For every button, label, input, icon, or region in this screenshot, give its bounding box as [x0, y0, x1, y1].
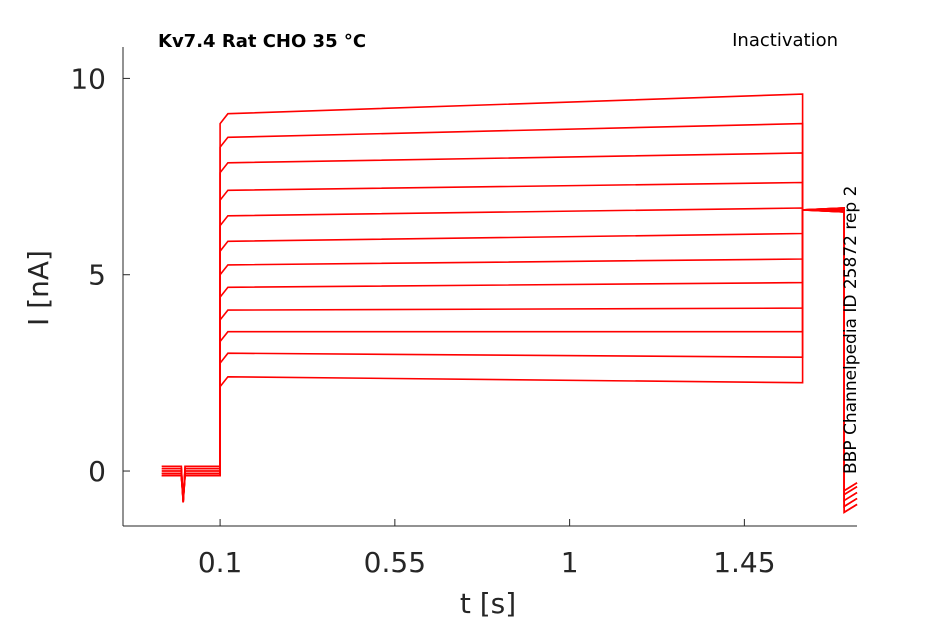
y-tick-label: 0: [88, 455, 106, 488]
current-trace: [161, 122, 858, 508]
x-tick-label: 1: [561, 546, 579, 579]
current-trace: [161, 152, 858, 502]
current-trace: [161, 209, 858, 508]
x-tick-label: 0.55: [364, 546, 426, 579]
y-tick-label: 5: [88, 259, 106, 292]
current-traces: [161, 93, 858, 514]
current-trace: [161, 181, 858, 503]
y-tick-label: 10: [70, 62, 106, 95]
x-ticks: 0.1 0.55 1 1.45: [198, 519, 776, 579]
chart-title: Kv7.4 Rat CHO 35 °C: [158, 31, 366, 52]
current-trace: [161, 93, 858, 514]
current-trace: [161, 207, 858, 514]
y-ticks: 0 5 10: [70, 62, 130, 488]
channelpedia-id-label: BBP Channelpedia ID 25872 rep 2: [841, 186, 861, 474]
current-trace: [161, 207, 858, 508]
x-axis-label: t [s]: [460, 587, 516, 620]
current-trace: [161, 209, 858, 514]
x-tick-label: 1.45: [713, 546, 775, 579]
x-tick-label: 0.1: [198, 546, 243, 579]
y-axis-label: I [nA]: [22, 250, 55, 326]
protocol-label: Inactivation: [732, 30, 838, 51]
